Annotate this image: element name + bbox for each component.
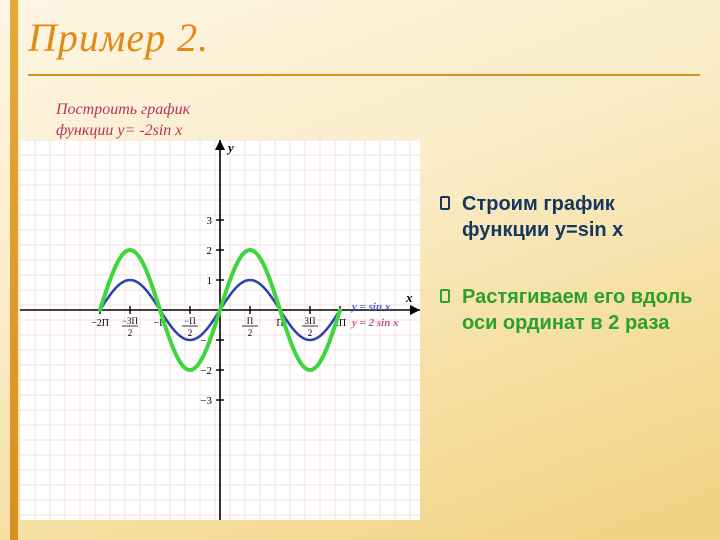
bullet-marker-icon — [440, 196, 450, 210]
svg-text:y = 2 sin x: y = 2 sin x — [350, 317, 399, 329]
svg-text:2: 2 — [128, 328, 133, 338]
chart: xy−3−2−1123−2П−3П2−П−П2П2П3П22Пy = sin x… — [20, 140, 420, 520]
svg-text:3П: 3П — [305, 316, 317, 326]
svg-text:−2: −2 — [200, 365, 212, 377]
svg-text:П: П — [247, 316, 254, 326]
svg-text:y = sin x: y = sin x — [350, 301, 391, 313]
svg-text:−П: −П — [184, 316, 196, 326]
svg-text:x: x — [405, 290, 413, 305]
svg-text:2: 2 — [207, 245, 213, 257]
bullet-text: Растягиваем его вдоль оси ординат в 2 ра… — [462, 286, 692, 334]
bullet-list: Строим график функции y=sin x Растягивае… — [440, 192, 702, 378]
svg-text:3: 3 — [207, 215, 213, 227]
svg-text:−2П: −2П — [91, 318, 109, 329]
bullet-marker-icon — [440, 289, 450, 303]
bullet-item: Растягиваем его вдоль оси ординат в 2 ра… — [440, 285, 702, 336]
bullet-item: Строим график функции y=sin x — [440, 192, 702, 243]
subtitle-line1: Построить график — [56, 100, 256, 121]
page-title: Пример 2. — [28, 14, 209, 61]
chart-svg: xy−3−2−1123−2П−3П2−П−П2П2П3П22Пy = sin x… — [20, 140, 420, 520]
svg-text:−3: −3 — [200, 395, 212, 407]
svg-text:2: 2 — [308, 328, 313, 338]
bullet-text: Строим график функции y=sin x — [462, 193, 623, 241]
svg-text:1: 1 — [207, 275, 213, 287]
svg-text:2: 2 — [188, 328, 193, 338]
svg-text:−3П: −3П — [122, 316, 139, 326]
subtitle-line2: функции y= -2sin x — [56, 121, 256, 142]
svg-text:y: y — [226, 140, 234, 155]
accent-bar — [10, 0, 18, 540]
subtitle: Построить график функции y= -2sin x — [56, 100, 256, 142]
svg-text:2: 2 — [248, 328, 253, 338]
title-underline — [28, 74, 700, 76]
